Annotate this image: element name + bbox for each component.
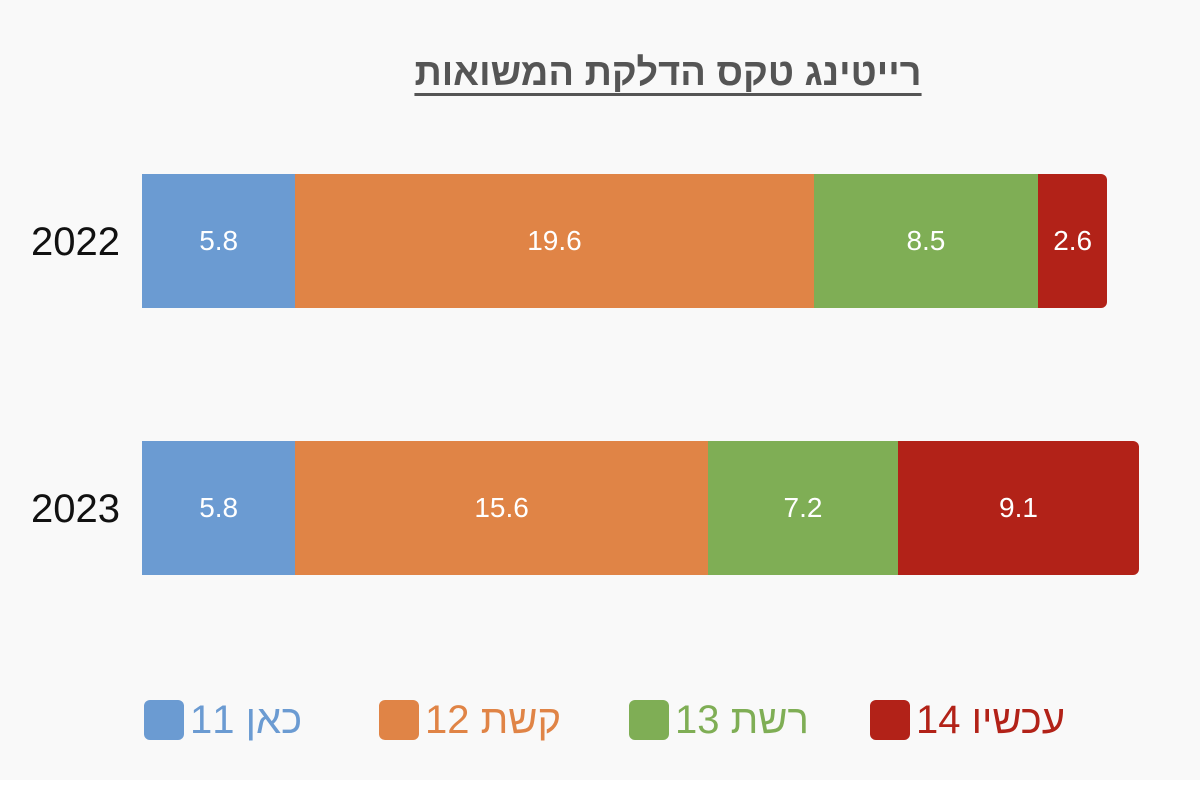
data-label-2022-series-3: 8.5 [906,225,946,256]
legend: כאן 11 קשת 12 רשת 13 עכשיו 14 [0,690,1200,750]
data-label-2022-series-2: 19.6 [527,225,582,256]
data-label-2022-series-4: 2.6 [1053,225,1093,256]
data-label-2023-series-1: 5.8 [199,492,239,523]
bar-2022-series-2 [295,174,814,308]
bar-2023-series-3 [707,441,899,575]
legend-label-1: כאן 11 [190,698,303,742]
bar-2023-series-2 [295,441,708,575]
category-label-2023: 2023 [31,487,120,531]
legend-swatch-3 [629,700,669,740]
legend-label-4: עכשיו 14 [916,698,1066,742]
bar-2023-series-1 [142,441,296,575]
legend-swatch-1 [144,700,184,740]
legend-label-3: רשת 13 [675,698,809,742]
bar-2023-series-4 [898,441,1139,575]
category-label-2022: 2022 [31,220,120,264]
data-label-2023-series-2: 15.6 [474,492,529,523]
legend-swatch-4 [870,700,910,740]
bar-2022-series-1 [142,174,296,308]
legend-swatch-2 [379,700,419,740]
bar-2022-series-4 [1038,174,1108,308]
data-label-2023-series-3: 7.2 [783,492,823,523]
data-label-2023-series-4: 9.1 [999,492,1038,523]
bar-2022-series-3 [813,174,1039,308]
chart-title: רייטינג טקס הדלקת המשואות [414,52,922,94]
legend-label-2: קשת 12 [425,698,562,742]
data-label-2022-series-1: 5.8 [199,225,239,256]
